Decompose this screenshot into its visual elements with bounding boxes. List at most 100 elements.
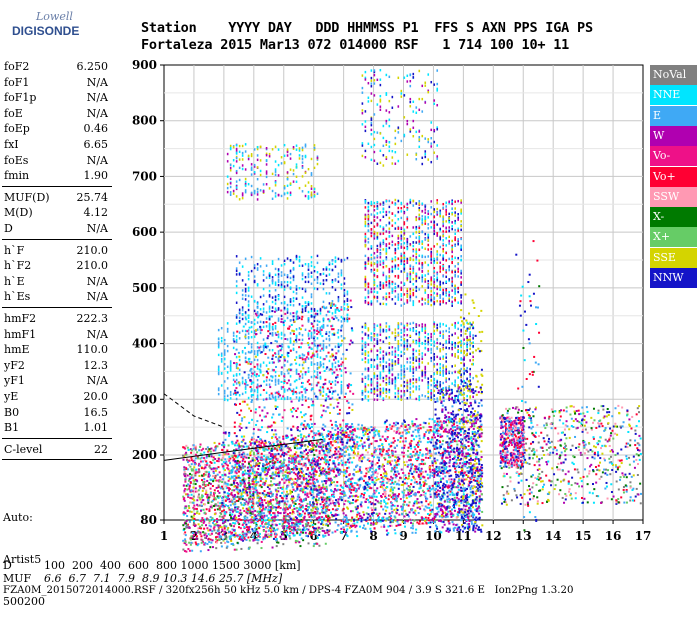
echo-point [219, 495, 221, 497]
echo-point [254, 371, 256, 373]
echo-point [218, 539, 220, 541]
echo-point [418, 464, 420, 466]
echo-point [284, 397, 286, 399]
echo-point [229, 512, 231, 514]
echo-point [217, 502, 219, 504]
echo-point [283, 529, 285, 531]
echo-point [198, 531, 200, 533]
echo-point [195, 543, 197, 545]
echo-point [365, 475, 367, 477]
echo-point [227, 366, 229, 368]
echo-point [284, 390, 286, 392]
echo-point [295, 500, 297, 502]
echo-point [284, 504, 286, 506]
echo-point [354, 428, 356, 430]
echo-point [299, 392, 301, 394]
echo-point [400, 437, 402, 439]
echo-point [233, 498, 235, 500]
echo-point [449, 494, 451, 496]
echo-point [452, 426, 454, 428]
echo-point [472, 431, 474, 433]
echo-point [342, 432, 344, 434]
echo-point [308, 424, 310, 426]
echo-point [388, 449, 390, 451]
echo-point [386, 438, 388, 440]
echo-point [217, 524, 219, 526]
echo-point [370, 524, 372, 526]
echo-point [313, 527, 315, 529]
echo-point [260, 394, 262, 396]
echo-point [364, 492, 366, 494]
echo-point [468, 484, 470, 486]
echo-point [376, 479, 378, 481]
echo-point [204, 532, 206, 534]
echo-point [384, 489, 386, 491]
echo-point [382, 446, 384, 448]
echo-point [267, 533, 269, 535]
echo-point [184, 475, 186, 477]
echo-point [191, 511, 193, 513]
echo-point [369, 443, 371, 445]
echo-point [253, 452, 255, 454]
echo-point [190, 536, 192, 538]
echo-point [265, 467, 267, 469]
echo-point [212, 480, 214, 482]
echo-point [241, 504, 243, 506]
echo-point [323, 340, 325, 342]
echo-point [459, 420, 461, 422]
echo-point [376, 513, 378, 515]
echo-point [198, 469, 200, 471]
echo-point [455, 524, 457, 526]
echo-point [229, 514, 231, 516]
echo-point [213, 524, 215, 526]
echo-point [249, 469, 251, 471]
echo-point [290, 397, 292, 399]
echo-point [195, 483, 197, 485]
echo-point [234, 506, 236, 508]
echo-point [382, 520, 384, 522]
echo-point [294, 456, 296, 458]
echo-point [187, 493, 189, 495]
echo-point [338, 336, 340, 338]
echo-point [334, 485, 336, 487]
echo-point [405, 432, 407, 434]
echo-point [418, 502, 420, 504]
echo-point [340, 432, 342, 434]
echo-point [337, 435, 339, 437]
echo-point [456, 422, 458, 424]
echo-point [221, 384, 223, 386]
echo-point [398, 433, 400, 435]
echo-point [396, 475, 398, 477]
echo-point [321, 480, 323, 482]
echo-point [439, 515, 441, 517]
echo-point [454, 440, 456, 442]
echo-point [211, 533, 213, 535]
echo-point [390, 486, 392, 488]
echo-point [334, 457, 336, 459]
echo-point [263, 455, 265, 457]
echo-point [393, 483, 395, 485]
echo-point [243, 453, 245, 455]
echo-point [183, 466, 185, 468]
echo-point [464, 487, 466, 489]
echo-point [423, 437, 425, 439]
echo-point [424, 520, 426, 522]
echo-point [302, 525, 304, 527]
echo-point [293, 472, 295, 474]
echo-point [249, 509, 251, 511]
echo-point [397, 422, 399, 424]
echo-point [297, 477, 299, 479]
echo-point [300, 504, 302, 506]
echo-point [406, 497, 408, 499]
echo-point [418, 435, 420, 437]
echo-point [236, 382, 238, 384]
echo-point [353, 443, 355, 445]
echo-point [247, 520, 249, 522]
echo-point [245, 457, 247, 459]
echo-point [233, 347, 235, 349]
echo-point [325, 515, 327, 517]
echo-point [352, 429, 354, 431]
echo-point [367, 439, 369, 441]
echo-point [341, 335, 343, 337]
echo-point [204, 466, 206, 468]
